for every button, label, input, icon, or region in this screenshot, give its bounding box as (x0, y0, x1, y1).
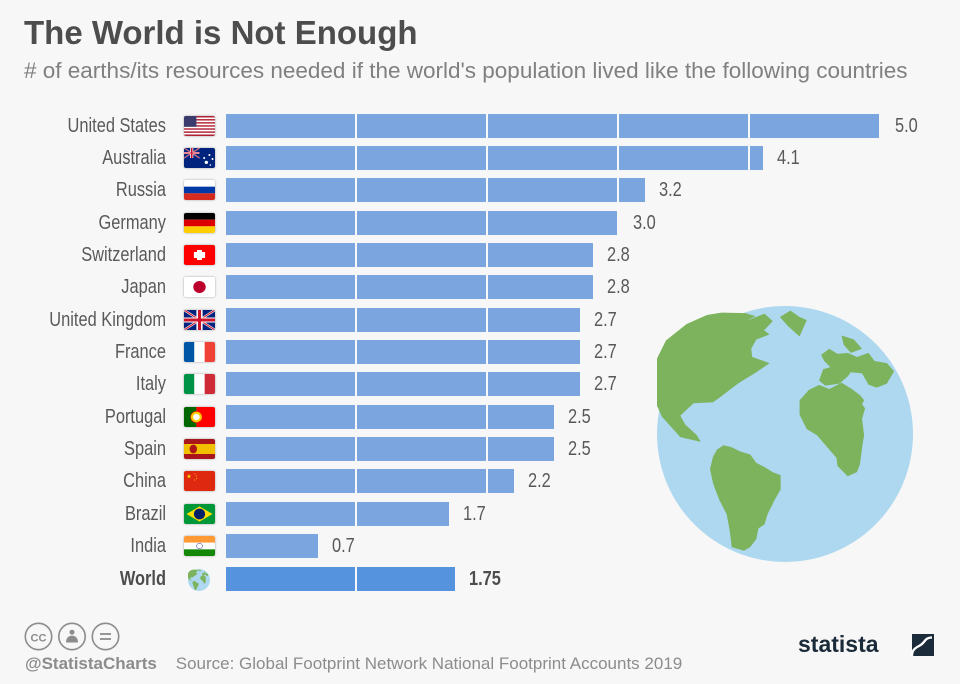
svg-text:CC: CC (31, 633, 47, 645)
svg-text:statista: statista (798, 632, 879, 657)
